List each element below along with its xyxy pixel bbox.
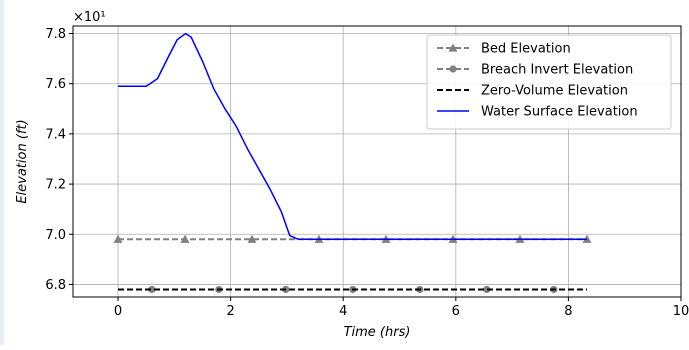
series-line — [118, 32, 587, 241]
y-tick-label: 7.6 — [45, 77, 66, 92]
x-tick-label: 10 — [673, 304, 689, 319]
data-point-marker — [483, 285, 491, 294]
x-axis-label: Time (hrs) — [344, 325, 411, 340]
legend-item-zero-volume-elevation: Zero-Volume Elevation — [437, 84, 628, 99]
legend-box — [426, 34, 672, 130]
data-point-marker — [247, 234, 257, 243]
x-tick-label: 0 — [114, 304, 122, 319]
legend-item-bed-elevation: Bed Elevation — [437, 42, 571, 57]
legend-label: Breach Invert Elevation — [481, 63, 633, 78]
legend-label: Zero-Volume Elevation — [481, 84, 628, 99]
legend-label: Bed Elevation — [481, 42, 571, 57]
data-point-marker — [180, 234, 190, 243]
y-tick-label: 7.4 — [45, 127, 66, 142]
x-tick-label: 2 — [226, 304, 234, 319]
legend: Bed Elevation Breach Invert Elevation Zero… — [426, 34, 672, 130]
plot-frame — [72, 25, 682, 298]
legend-swatch-marker — [448, 43, 458, 52]
y-axis-multiplier: ×10¹ — [73, 10, 106, 25]
x-tick-label: 8 — [564, 304, 572, 319]
data-point-marker — [148, 285, 156, 294]
legend-item-water-surface-elevation: Water Surface Elevation — [437, 105, 638, 120]
data-point-marker — [113, 234, 123, 243]
series-lines — [113, 32, 592, 294]
y-axis-label: Elevation (ft) — [15, 119, 30, 203]
series-water-surface-elevation — [118, 32, 587, 241]
window-edge-strip — [0, 0, 4, 345]
legend-item-breach-invert-elevation: Breach Invert Elevation — [437, 63, 633, 78]
legend-label: Water Surface Elevation — [481, 105, 638, 120]
x-tick-label: 6 — [452, 304, 460, 319]
legend-swatch-marker — [449, 65, 457, 73]
x-tick-label: 4 — [339, 304, 347, 319]
y-tick-label: 6.8 — [45, 278, 66, 293]
y-tick-label: 7.8 — [45, 27, 66, 42]
y-tick-label: 7.0 — [45, 228, 66, 243]
axis-ticks: 0 2 4 6 8 10 6.8 7.0 7.2 7.4 7.6 7.8 — [45, 27, 689, 319]
y-tick-label: 7.2 — [45, 178, 66, 193]
